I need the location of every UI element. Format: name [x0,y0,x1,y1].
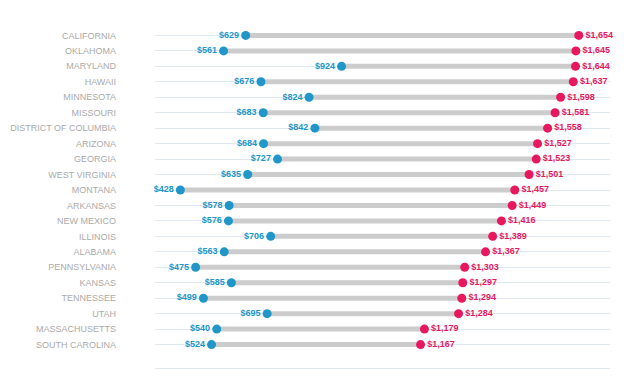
svg-text:$635: $635 [221,169,241,179]
svg-text:PENNSYLVANIA: PENNSYLVANIA [48,262,116,272]
svg-text:$1,457: $1,457 [521,184,549,194]
svg-text:OKLAHOMA: OKLAHOMA [65,46,116,56]
svg-text:$706: $706 [244,231,264,241]
svg-text:TENNESSEE: TENNESSEE [61,293,116,303]
svg-text:$684: $684 [237,138,257,148]
svg-text:CALIFORNIA: CALIFORNIA [62,31,116,41]
svg-text:$1,297: $1,297 [469,277,497,287]
svg-text:UTAH: UTAH [92,309,116,319]
svg-text:$683: $683 [237,107,257,117]
svg-text:$1,179: $1,179 [431,323,459,333]
svg-text:WEST VIRGINIA: WEST VIRGINIA [48,170,116,180]
svg-text:$695: $695 [240,308,260,318]
svg-text:$1,501: $1,501 [536,169,564,179]
svg-text:$1,644: $1,644 [582,61,610,71]
svg-text:$629: $629 [219,30,239,40]
svg-text:MONTANA: MONTANA [72,185,116,195]
svg-text:$1,645: $1,645 [583,45,611,55]
svg-text:$924: $924 [315,61,335,71]
svg-text:$499: $499 [177,292,197,302]
svg-text:KANSAS: KANSAS [79,278,116,288]
svg-text:$1,654: $1,654 [585,30,613,40]
svg-text:$578: $578 [202,200,222,210]
svg-text:$475: $475 [169,262,189,272]
svg-text:$842: $842 [288,122,308,132]
svg-text:GEORGIA: GEORGIA [74,154,116,164]
svg-text:ARKANSAS: ARKANSAS [67,201,116,211]
svg-text:$561: $561 [197,45,217,55]
svg-text:MARYLAND: MARYLAND [66,61,116,71]
svg-text:$563: $563 [198,246,218,256]
svg-text:$1,167: $1,167 [427,339,455,349]
svg-text:$1,303: $1,303 [471,262,499,272]
svg-text:$676: $676 [234,76,254,86]
svg-text:$1,637: $1,637 [580,76,608,86]
svg-text:$524: $524 [185,339,205,349]
svg-text:$585: $585 [205,277,225,287]
svg-text:ILLINOIS: ILLINOIS [79,232,116,242]
svg-text:NEW MEXICO: NEW MEXICO [57,216,116,226]
svg-text:MINNESOTA: MINNESOTA [63,92,116,102]
svg-text:$1,416: $1,416 [508,215,536,225]
svg-text:$576: $576 [202,215,222,225]
svg-text:$1,367: $1,367 [492,246,520,256]
svg-text:MASSACHUSETTS: MASSACHUSETTS [36,324,116,334]
svg-text:$727: $727 [251,153,271,163]
svg-text:$1,523: $1,523 [543,153,571,163]
svg-text:SOUTH CAROLINA: SOUTH CAROLINA [36,340,116,350]
svg-text:$824: $824 [282,92,302,102]
svg-text:$1,581: $1,581 [562,107,590,117]
svg-text:$1,598: $1,598 [567,92,595,102]
svg-text:HAWAII: HAWAII [85,77,116,87]
svg-text:$428: $428 [154,184,174,194]
svg-text:ALABAMA: ALABAMA [73,247,116,257]
svg-text:ARIZONA: ARIZONA [76,139,116,149]
svg-text:MISSOURI: MISSOURI [71,108,116,118]
svg-text:$1,527: $1,527 [544,138,572,148]
svg-text:$540: $540 [190,323,210,333]
svg-text:$1,389: $1,389 [499,231,527,241]
svg-text:$1,558: $1,558 [554,122,582,132]
svg-text:$1,284: $1,284 [465,308,493,318]
svg-text:$1,449: $1,449 [519,200,547,210]
svg-text:$1,294: $1,294 [468,292,496,302]
svg-text:DISTRICT OF COLUMBIA: DISTRICT OF COLUMBIA [10,123,116,133]
